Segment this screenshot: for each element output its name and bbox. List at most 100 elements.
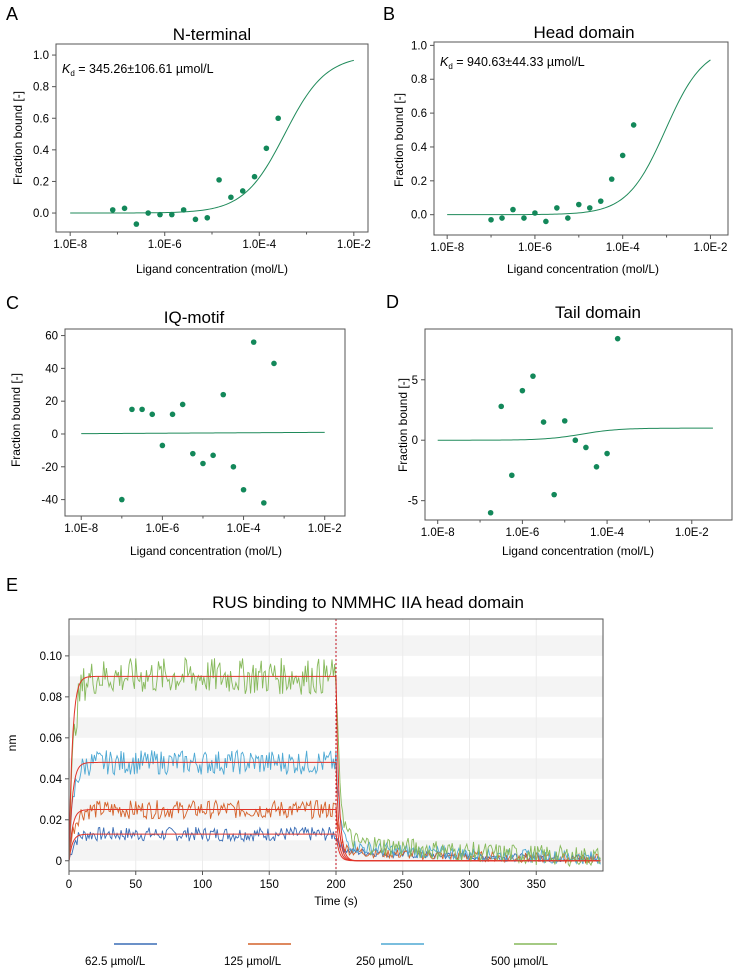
panel-e-ylabel: nm — [5, 735, 19, 752]
x-tick-label: 1.0E-2 — [308, 523, 342, 535]
data-point — [263, 145, 270, 152]
panel-a-ylabel: Fraction bound [-] — [11, 91, 25, 185]
panel-e-legend: 62.5 µmol/L 125 µmol/L 250 µmol/L 500 µm… — [85, 943, 557, 968]
panel-d-plot-frame — [424, 328, 733, 521]
y-tick-label: 0.6 — [411, 108, 427, 120]
data-point — [488, 216, 494, 223]
data-point — [230, 463, 237, 470]
data-point — [630, 122, 637, 128]
x-tick-label: 1.0E-8 — [421, 527, 455, 539]
panel-d-marks: 1.0E-8 1.0E-6 1.0E-4 1.0E-2 -5 0 5 — [408, 335, 713, 539]
data-point — [509, 472, 515, 479]
legend-label-250: 250 µmol/L — [356, 956, 414, 968]
data-point — [109, 207, 116, 213]
panel-letter-b: B — [383, 4, 395, 24]
fit-curve — [437, 427, 713, 441]
data-point — [145, 210, 151, 216]
data-point — [204, 214, 211, 221]
y-tick-label: 0.4 — [411, 142, 428, 154]
x-tick-label: 1.0E-4 — [227, 523, 261, 535]
data-point — [614, 335, 621, 342]
y-tick-label: 0 — [52, 429, 58, 441]
data-point — [179, 401, 186, 408]
x-tick-label: 300 — [460, 879, 479, 891]
legend-label-500: 500 µmol/L — [491, 956, 549, 968]
data-point — [487, 509, 494, 516]
y-tick-label: 0.04 — [40, 774, 63, 786]
y-tick-label: 0.4 — [33, 145, 50, 157]
legend-label-62-5: 62.5 µmol/L — [85, 956, 146, 968]
data-point — [593, 464, 600, 470]
data-point — [169, 211, 175, 218]
data-point — [169, 411, 176, 418]
kd-subscript: d — [70, 69, 74, 78]
data-point — [551, 491, 557, 498]
y-tick-label: -20 — [41, 462, 58, 474]
y-tick-label: 60 — [45, 331, 58, 343]
data-point — [499, 215, 505, 221]
data-point — [119, 496, 125, 503]
y-tick-label: 0.6 — [33, 113, 49, 125]
panel-d-title: Tail domain — [555, 303, 641, 322]
y-tick-label: 5 — [412, 375, 418, 387]
data-point — [157, 211, 163, 218]
data-point — [572, 437, 579, 444]
panel-d-ylabel: Fraction bound [-] — [396, 378, 410, 472]
fit-curve — [81, 431, 325, 435]
data-point — [519, 387, 526, 394]
panel-c-xlabel: Ligand concentration (mol/L) — [130, 544, 282, 558]
panel-e-title: RUS binding to NMMHC IIA head domain — [212, 593, 524, 612]
x-tick-label: 1.0E-4 — [242, 239, 276, 251]
fit-curve — [447, 59, 711, 216]
panel-c-marks: 1.0E-8 1.0E-6 1.0E-4 1.0E-2 -40 -20 0 20 40 60 — [41, 331, 341, 535]
x-tick-label: 1.0E-8 — [53, 239, 87, 251]
x-tick-label: 150 — [260, 879, 279, 891]
y-tick-label: 40 — [45, 363, 58, 375]
y-tick-label: 0.2 — [411, 176, 427, 188]
x-tick-label: 1.0E-8 — [64, 523, 98, 535]
x-tick-label: 1.0E-2 — [675, 527, 709, 539]
data-point — [275, 115, 281, 122]
y-tick-label: 20 — [45, 396, 58, 408]
kd-value: = 940.63±44.33 µmol/L — [453, 55, 585, 69]
y-tick-label: -5 — [408, 496, 418, 508]
x-tick-label: 1.0E-4 — [590, 527, 624, 539]
data-point — [200, 460, 206, 467]
x-tick-label: 50 — [129, 879, 142, 891]
x-tick-label: 1.0E-4 — [606, 242, 640, 254]
data-point — [604, 450, 610, 457]
panel-letter-c: C — [6, 293, 19, 313]
data-point — [510, 206, 516, 213]
data-point — [220, 391, 227, 398]
data-point — [228, 194, 234, 201]
panel-c-title: IQ-motif — [164, 308, 225, 327]
panel-d-xlabel: Ligand concentration (mol/L) — [502, 544, 654, 558]
panel-b: B Head domain Kd = 940.63±44.33 µmol/L L… — [383, 4, 729, 276]
panel-letter-a: A — [6, 4, 18, 24]
y-tick-label: 0 — [56, 856, 62, 868]
y-tick-label: 1.0 — [411, 40, 427, 52]
data-point — [543, 218, 549, 225]
x-tick-label: 1.0E-6 — [148, 239, 182, 251]
panel-a-kd-annotation: Kd = 345.26±106.61 µmol/L — [62, 62, 214, 78]
data-point — [139, 406, 145, 413]
panel-b-ylabel: Fraction bound [-] — [392, 93, 406, 187]
y-tick-label: 0.0 — [411, 210, 427, 222]
data-point — [251, 173, 258, 180]
series-line — [68, 656, 601, 868]
legend-label-125: 125 µmol/L — [224, 956, 282, 968]
data-point — [565, 215, 571, 221]
x-tick-label: 350 — [527, 879, 546, 891]
data-point — [576, 201, 582, 208]
data-point — [216, 177, 222, 183]
panel-b-title: Head domain — [533, 23, 634, 42]
panel-a: A N-terminal Kd = 345.26±106.61 µmol/L L… — [6, 4, 371, 276]
data-point — [619, 152, 626, 159]
x-tick-label: 0 — [66, 879, 72, 891]
x-tick-label: 200 — [326, 879, 345, 891]
data-point — [180, 207, 187, 213]
data-point — [190, 450, 196, 457]
x-tick-label: 100 — [193, 879, 212, 891]
panel-c: C IQ-motif Ligand concentration (mol/L) … — [6, 293, 346, 558]
